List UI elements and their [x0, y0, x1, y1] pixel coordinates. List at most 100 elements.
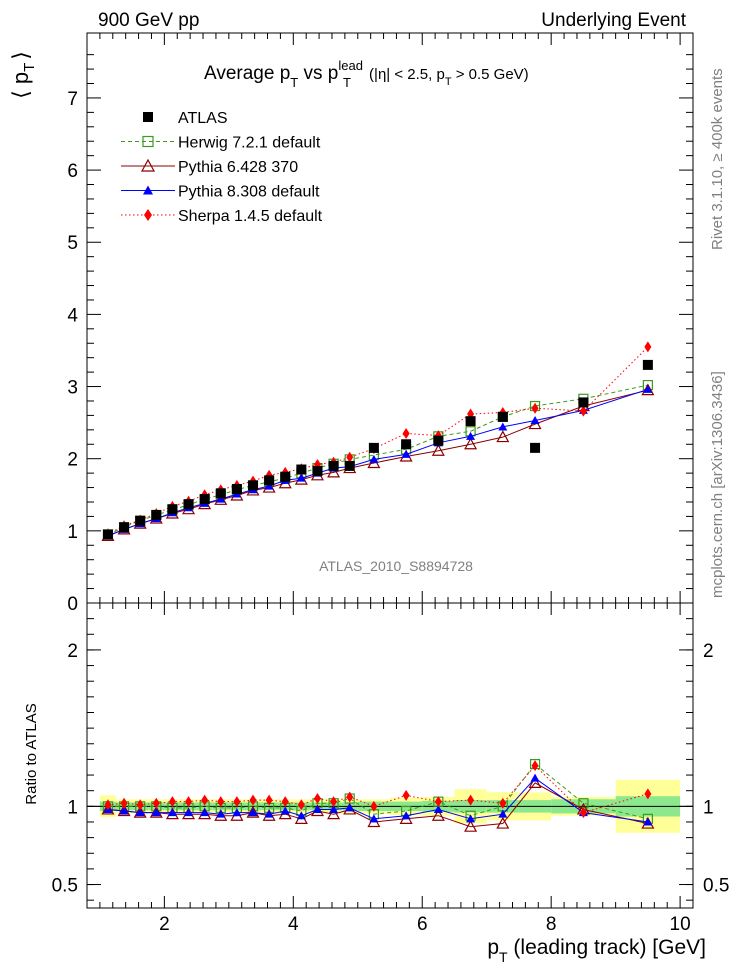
data-point — [327, 465, 341, 478]
ratio-data-point — [345, 803, 355, 812]
y-tick-label: 6 — [67, 161, 78, 182]
title-main: Average p — [204, 63, 290, 84]
y-tick-label: 3 — [67, 378, 78, 399]
data-point — [431, 444, 445, 456]
ratio-data-point — [136, 799, 144, 811]
ratio-y-tick-label-right: 0.5 — [703, 876, 729, 897]
data-point — [264, 475, 275, 486]
data-point — [328, 460, 339, 471]
y-tick-label: 2 — [67, 450, 78, 471]
series-0 — [102, 359, 653, 540]
x-tick-label: 2 — [159, 914, 170, 935]
data-point — [312, 465, 323, 476]
data-point — [183, 499, 194, 510]
data-point — [465, 416, 476, 427]
ratio-data-point — [528, 776, 542, 788]
ratio-data-point — [101, 802, 115, 815]
series-line — [107, 346, 649, 535]
ratio-data-point — [264, 809, 274, 818]
data-point — [264, 481, 274, 490]
data-point — [642, 359, 653, 370]
data-point — [296, 464, 307, 475]
ratio-data-point — [120, 797, 128, 809]
data-point — [119, 522, 130, 533]
data-point — [369, 454, 379, 463]
data-point — [248, 480, 259, 491]
legend: ATLAS Herwig 7.2.1 default Pythia 6.428 37… — [121, 110, 323, 225]
series-3 — [103, 384, 653, 540]
data-point — [231, 484, 242, 494]
data-point — [102, 529, 113, 540]
ratio-data-point — [249, 794, 257, 806]
ratio-data-point — [280, 806, 290, 815]
header-right: Underlying Event — [541, 10, 686, 31]
title-sup: lead — [338, 58, 363, 73]
x-tick-label: 6 — [417, 914, 428, 935]
ratio-data-point — [530, 773, 540, 782]
y-tick-label: 7 — [67, 89, 78, 110]
series-1 — [102, 380, 653, 540]
ratio-y-tick-label: 2 — [67, 641, 78, 662]
title-sub1: T — [290, 75, 298, 90]
ratio-data-point — [168, 796, 176, 808]
ratio-data-point — [433, 804, 443, 813]
ratio-y-tick-label: 0.5 — [52, 876, 78, 897]
ratio-data-point — [281, 796, 289, 808]
axes-ticks: 2 4 6 8 10 0 1 2 3 4 5 6 7 0.5 0.5 1 1 2 2 — [52, 33, 729, 935]
ratio-data-point — [644, 788, 652, 800]
data-point — [464, 437, 478, 450]
ratio-series-3 — [104, 760, 652, 819]
legend-label: Sherpa 1.4.5 default — [178, 208, 323, 225]
ratio-data-point — [185, 796, 193, 808]
ratio-data-point — [297, 799, 305, 811]
ratio-data-point — [233, 796, 241, 808]
ratio-data-point — [369, 814, 379, 823]
data-point — [530, 415, 540, 424]
ratio-data-point — [329, 804, 339, 813]
ratio-y-tick-label-right: 1 — [703, 797, 714, 818]
ratio-data-point — [232, 808, 242, 817]
ratio-series-line — [107, 777, 648, 823]
ratio-data-point — [499, 797, 507, 809]
ratio-series-2 — [103, 773, 653, 826]
data-point — [578, 397, 589, 408]
title-cuts-a: (|η| < 2.5, p — [365, 66, 445, 83]
ratio-data-point — [151, 808, 161, 817]
ratio-data-point — [167, 808, 177, 817]
ratio-data-point — [401, 811, 411, 820]
legend-marker — [143, 112, 153, 122]
ratio-data-point — [327, 807, 341, 820]
ratio-uncertainty-bands — [87, 779, 693, 833]
ratio-data-point — [313, 793, 321, 805]
ylabel-close: ⟩ — [8, 51, 33, 60]
data-point — [167, 504, 178, 515]
data-point — [579, 405, 587, 417]
legend-marker — [144, 209, 152, 221]
data-point — [296, 473, 306, 482]
data-point — [496, 430, 510, 443]
x-tick-label: 10 — [670, 914, 691, 935]
ratio-data-point — [434, 796, 442, 808]
title-cuts-sub: T — [445, 76, 452, 88]
data-point — [368, 442, 379, 453]
legend-marker — [143, 185, 153, 195]
legend-marker — [140, 158, 156, 172]
x-tick-label: 4 — [288, 914, 299, 935]
title-cuts-b: > 0.5 GeV) — [452, 66, 529, 83]
main-series-group — [101, 341, 655, 541]
ratio-data-point — [312, 804, 322, 813]
ratio-data-point — [246, 805, 260, 818]
rivet-label: Rivet 3.1.10, ≥ 400k events — [709, 68, 726, 250]
data-point — [530, 442, 541, 453]
ratio-data-point — [431, 808, 445, 821]
ratio-data-point — [330, 796, 338, 808]
ratio-data-point — [296, 811, 306, 820]
ratio-data-point — [216, 809, 226, 818]
x-tick-label: 8 — [546, 914, 557, 935]
data-point — [643, 384, 653, 393]
ratio-data-point — [346, 791, 354, 803]
ylabel-open: ⟨ p — [8, 72, 33, 99]
y-tick-label: 0 — [67, 594, 78, 615]
ratio-data-point — [464, 819, 478, 832]
ratio-data-point — [152, 797, 160, 809]
